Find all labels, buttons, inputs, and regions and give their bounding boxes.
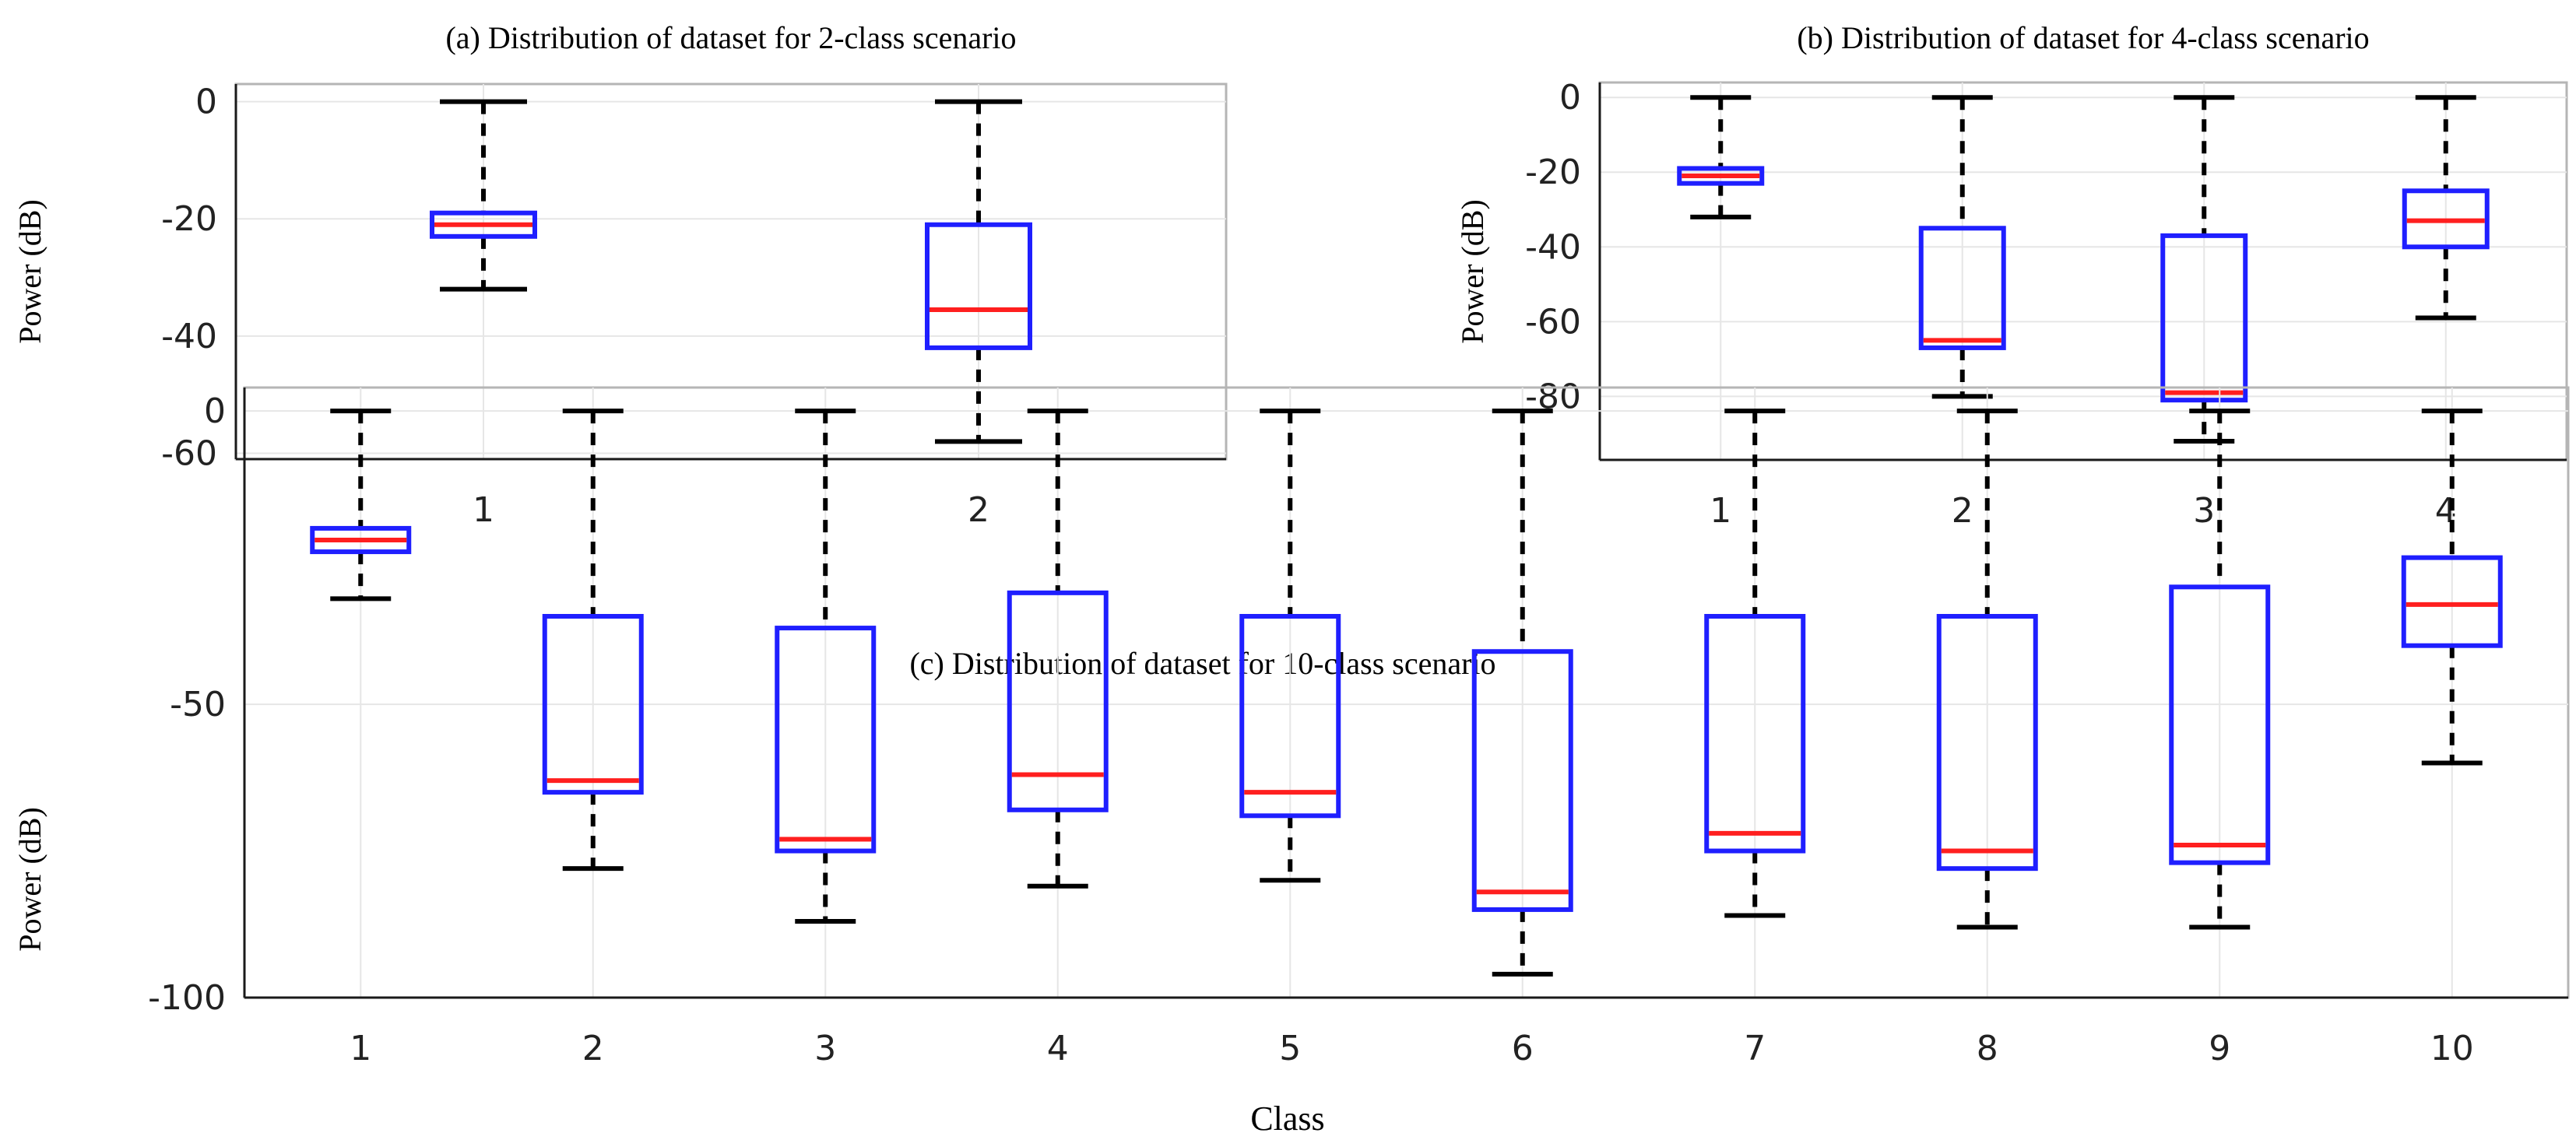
panel-c: (c) Distribution of dataset for 10-class… <box>12 386 2570 1138</box>
panel-b: (b) Distribution of dataset for 4-class … <box>1455 20 2568 531</box>
box-4 <box>1007 409 1109 889</box>
x-tick-label: 2 <box>582 1029 604 1068</box>
box-1 <box>430 99 537 292</box>
box-7 <box>1704 409 1806 918</box>
box-8 <box>1936 409 2038 930</box>
iqr-box <box>925 222 1032 350</box>
x-tick-label: 1 <box>1710 491 1731 531</box>
y-tick-label: 0 <box>1559 78 1581 118</box>
x-tick-label: 1 <box>473 490 494 530</box>
iqr-box <box>775 626 877 854</box>
box-2 <box>1918 95 2006 399</box>
y-tick-label: -40 <box>1525 227 1581 267</box>
box-3 <box>2160 95 2248 444</box>
y-tick-label: -100 <box>148 978 226 1018</box>
box-2 <box>542 409 644 872</box>
panel-a: (a) Distribution of dataset for 2-class … <box>12 20 1228 530</box>
box-2 <box>925 99 1032 444</box>
y-tick-label: -60 <box>1525 302 1581 342</box>
boxes-layer <box>310 409 2503 977</box>
x-tick-label: 2 <box>1952 491 1973 531</box>
box-3 <box>775 409 877 924</box>
iqr-box <box>1471 649 1573 912</box>
box-4 <box>2402 95 2490 321</box>
iqr-box <box>2160 233 2248 403</box>
grid-layer <box>1600 82 2567 460</box>
y-tick-label: 0 <box>204 391 226 431</box>
x-tick-label: 7 <box>1744 1029 1766 1068</box>
ticks-layer: 0 -20 -40 -60 1 2 <box>161 82 1226 530</box>
x-axis-label: Class <box>1250 1100 1324 1138</box>
iqr-box <box>1007 590 1109 812</box>
y-axis-label: Power (dB) <box>12 807 47 952</box>
iqr-box <box>1936 614 2038 872</box>
x-tick-label: 4 <box>1047 1029 1069 1068</box>
grid-layer <box>236 84 1226 459</box>
iqr-box <box>2402 188 2490 250</box>
ticks-layer: 0-20-40-60-801 2 3 4 <box>1525 78 2567 531</box>
x-tick-label: 6 <box>1512 1029 1534 1068</box>
y-tick-label: -50 <box>170 685 226 724</box>
y-tick-label: 0 <box>195 82 217 122</box>
iqr-box <box>310 525 412 555</box>
iqr-box <box>2401 555 2503 648</box>
x-tick-label: 3 <box>2193 491 2215 531</box>
box-1 <box>1677 95 1765 219</box>
box-5 <box>1239 409 1341 883</box>
x-tick-label: 2 <box>968 490 989 530</box>
boxes-layer <box>1677 95 2490 444</box>
box-10 <box>2401 409 2503 766</box>
y-tick-label: -20 <box>1525 153 1581 192</box>
y-tick-label: -40 <box>161 317 217 356</box>
ticks-layer: 0 -50 -100 1 2 3 4 5 6 7 8 9 10 <box>148 388 2568 1068</box>
boxes-layer <box>430 99 1032 444</box>
y-tick-label: -20 <box>161 199 217 239</box>
plot-area-frame <box>1598 81 2568 461</box>
x-tick-label: 9 <box>2209 1029 2230 1068</box>
iqr-box <box>1918 226 2006 350</box>
box-6 <box>1471 409 1573 977</box>
iqr-box <box>542 614 644 795</box>
y-axis-label: Power (dB) <box>12 199 47 344</box>
iqr-box <box>430 210 537 239</box>
box-9 <box>2169 409 2271 930</box>
x-tick-label: 8 <box>1977 1029 1998 1068</box>
iqr-box <box>1239 614 1341 819</box>
x-tick-label: 1 <box>350 1029 371 1068</box>
chart-title: (c) Distribution of dataset for 10-class… <box>909 646 1495 681</box>
chart-title: (a) Distribution of dataset for 2-class … <box>445 20 1016 55</box>
iqr-box <box>2169 584 2271 865</box>
y-tick-label: -60 <box>161 433 217 473</box>
iqr-box <box>1704 614 1806 854</box>
box-1 <box>310 409 412 602</box>
iqr-box <box>1677 166 1765 186</box>
x-tick-label: 3 <box>814 1029 836 1068</box>
x-tick-label: 5 <box>1279 1029 1301 1068</box>
y-axis-label: Power (dB) <box>1455 199 1490 344</box>
chart-title: (b) Distribution of dataset for 4-class … <box>1797 20 2369 55</box>
plot-area-frame <box>234 82 1228 461</box>
x-tick-label: 10 <box>2430 1029 2474 1068</box>
